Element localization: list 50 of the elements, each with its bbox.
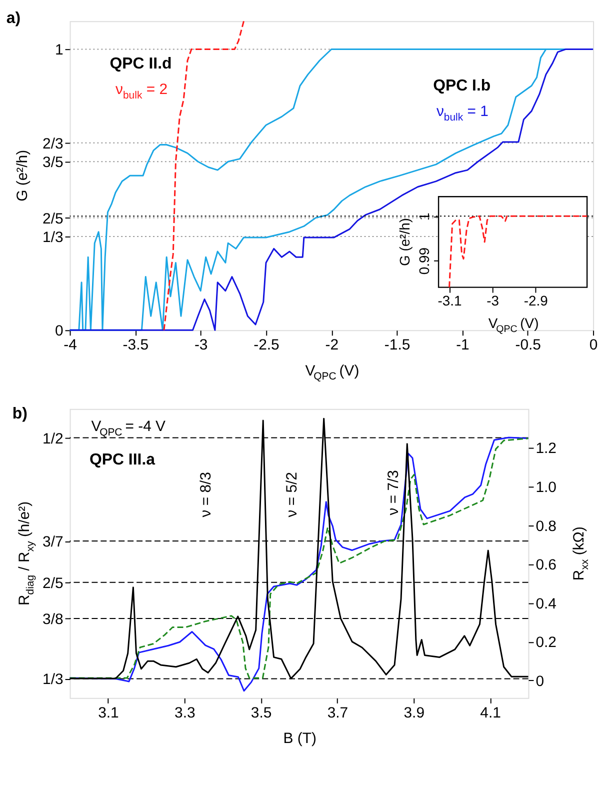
x-tick-label: 3.1 — [98, 704, 119, 722]
y2-tick-label: 0.4 — [536, 595, 556, 612]
x-tick-label: 4.1 — [480, 704, 501, 722]
annotation: ν = 7/3 — [384, 470, 402, 516]
x-tick-label: 3.7 — [327, 704, 348, 722]
text: b) — [12, 405, 28, 422]
y2-tick-label: 0 — [536, 672, 544, 690]
y2-tick-label: 0.6 — [536, 556, 556, 574]
y-tick-label: 1/3 — [42, 229, 64, 246]
x-tick-label: -2.9 — [524, 292, 548, 309]
y2-axis-title: Rxx (kΩ) — [570, 526, 591, 581]
text: a) — [6, 10, 21, 27]
annotation: QPC I.b — [433, 78, 491, 95]
y-tick-label: 2/3 — [42, 135, 64, 152]
y-tick-label: 0 — [54, 322, 64, 340]
x-tick-label: 3.5 — [250, 704, 272, 722]
y2-tick-label: 1.2 — [536, 440, 556, 458]
x-tick-label: -1 — [456, 336, 470, 354]
y2-tick-label: 0.2 — [536, 634, 556, 652]
y-axis-title: Rdiag / Rxy (h/e²) — [16, 501, 37, 606]
y-tick-label: 3/7 — [42, 533, 64, 550]
x-tick-label: -3 — [486, 292, 500, 309]
x-tick-label: -2 — [325, 336, 339, 354]
y-tick-label: 3/8 — [42, 610, 64, 628]
y-axis-title: G (e²/h) — [14, 150, 32, 202]
x-tick-label: -2.5 — [254, 336, 280, 354]
y-tick-label: 3/5 — [42, 154, 64, 172]
annotation: ν = 8/3 — [198, 472, 215, 518]
x-tick-label: -3.5 — [122, 336, 149, 354]
y2-tick-label: 1.0 — [536, 478, 556, 496]
x-tick-label: -3 — [194, 336, 208, 354]
y-tick-label: 1/3 — [42, 671, 64, 688]
x-tick-label: 3.3 — [174, 704, 196, 722]
x-tick-label: 3.9 — [404, 704, 425, 722]
x-tick-label: -1.5 — [384, 336, 410, 354]
y-tick-label: 0.99 — [416, 247, 432, 275]
y-tick-label: 1 — [54, 42, 64, 59]
annotation: QPC II.d — [110, 56, 172, 73]
y2-tick-label: 0.8 — [536, 518, 556, 535]
x-tick-label: -3.1 — [438, 292, 462, 309]
y-axis-title: G (e²/h) — [396, 218, 413, 266]
annotation: ν = 5/2 — [283, 472, 300, 518]
annotation: QPC III.a — [89, 451, 156, 468]
x-tick-label: 0 — [589, 336, 598, 354]
y-tick-label: 2/5 — [42, 210, 64, 228]
x-axis-title: B (T) — [283, 730, 316, 748]
x-tick-label: -0.5 — [515, 336, 541, 354]
y-tick-label: 1/2 — [42, 430, 64, 448]
y-tick-label: 2/5 — [42, 574, 64, 592]
x-tick-label: -4 — [64, 336, 77, 354]
